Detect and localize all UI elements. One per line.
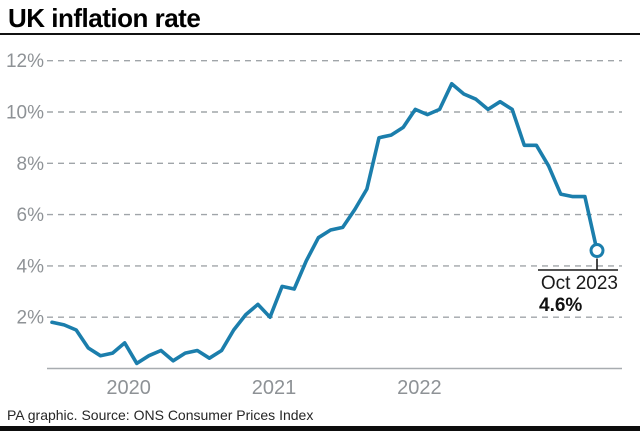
inflation-series-line bbox=[50, 82, 599, 366]
y-tick-label: 4% bbox=[17, 256, 45, 277]
bottom-bar bbox=[0, 426, 640, 431]
x-tick-label: 2021 bbox=[252, 377, 297, 399]
y-tick-label: 2% bbox=[17, 308, 45, 329]
y-tick-label: 10% bbox=[6, 103, 44, 124]
y-tick-label: 12% bbox=[6, 51, 44, 72]
latest-point-marker bbox=[589, 243, 605, 259]
x-tick-label: 2020 bbox=[106, 377, 151, 399]
annotation-date-label: Oct 2023 bbox=[540, 273, 618, 294]
x-tick-label: 2022 bbox=[397, 377, 442, 399]
title-divider bbox=[0, 33, 640, 35]
y-tick-label: 6% bbox=[17, 205, 45, 226]
source-credit: PA graphic. Source: ONS Consumer Prices … bbox=[7, 407, 314, 423]
y-tick-label: 8% bbox=[17, 154, 45, 175]
annotation-value-label: 4.6% bbox=[539, 295, 583, 316]
page-title: UK inflation rate bbox=[8, 3, 201, 33]
